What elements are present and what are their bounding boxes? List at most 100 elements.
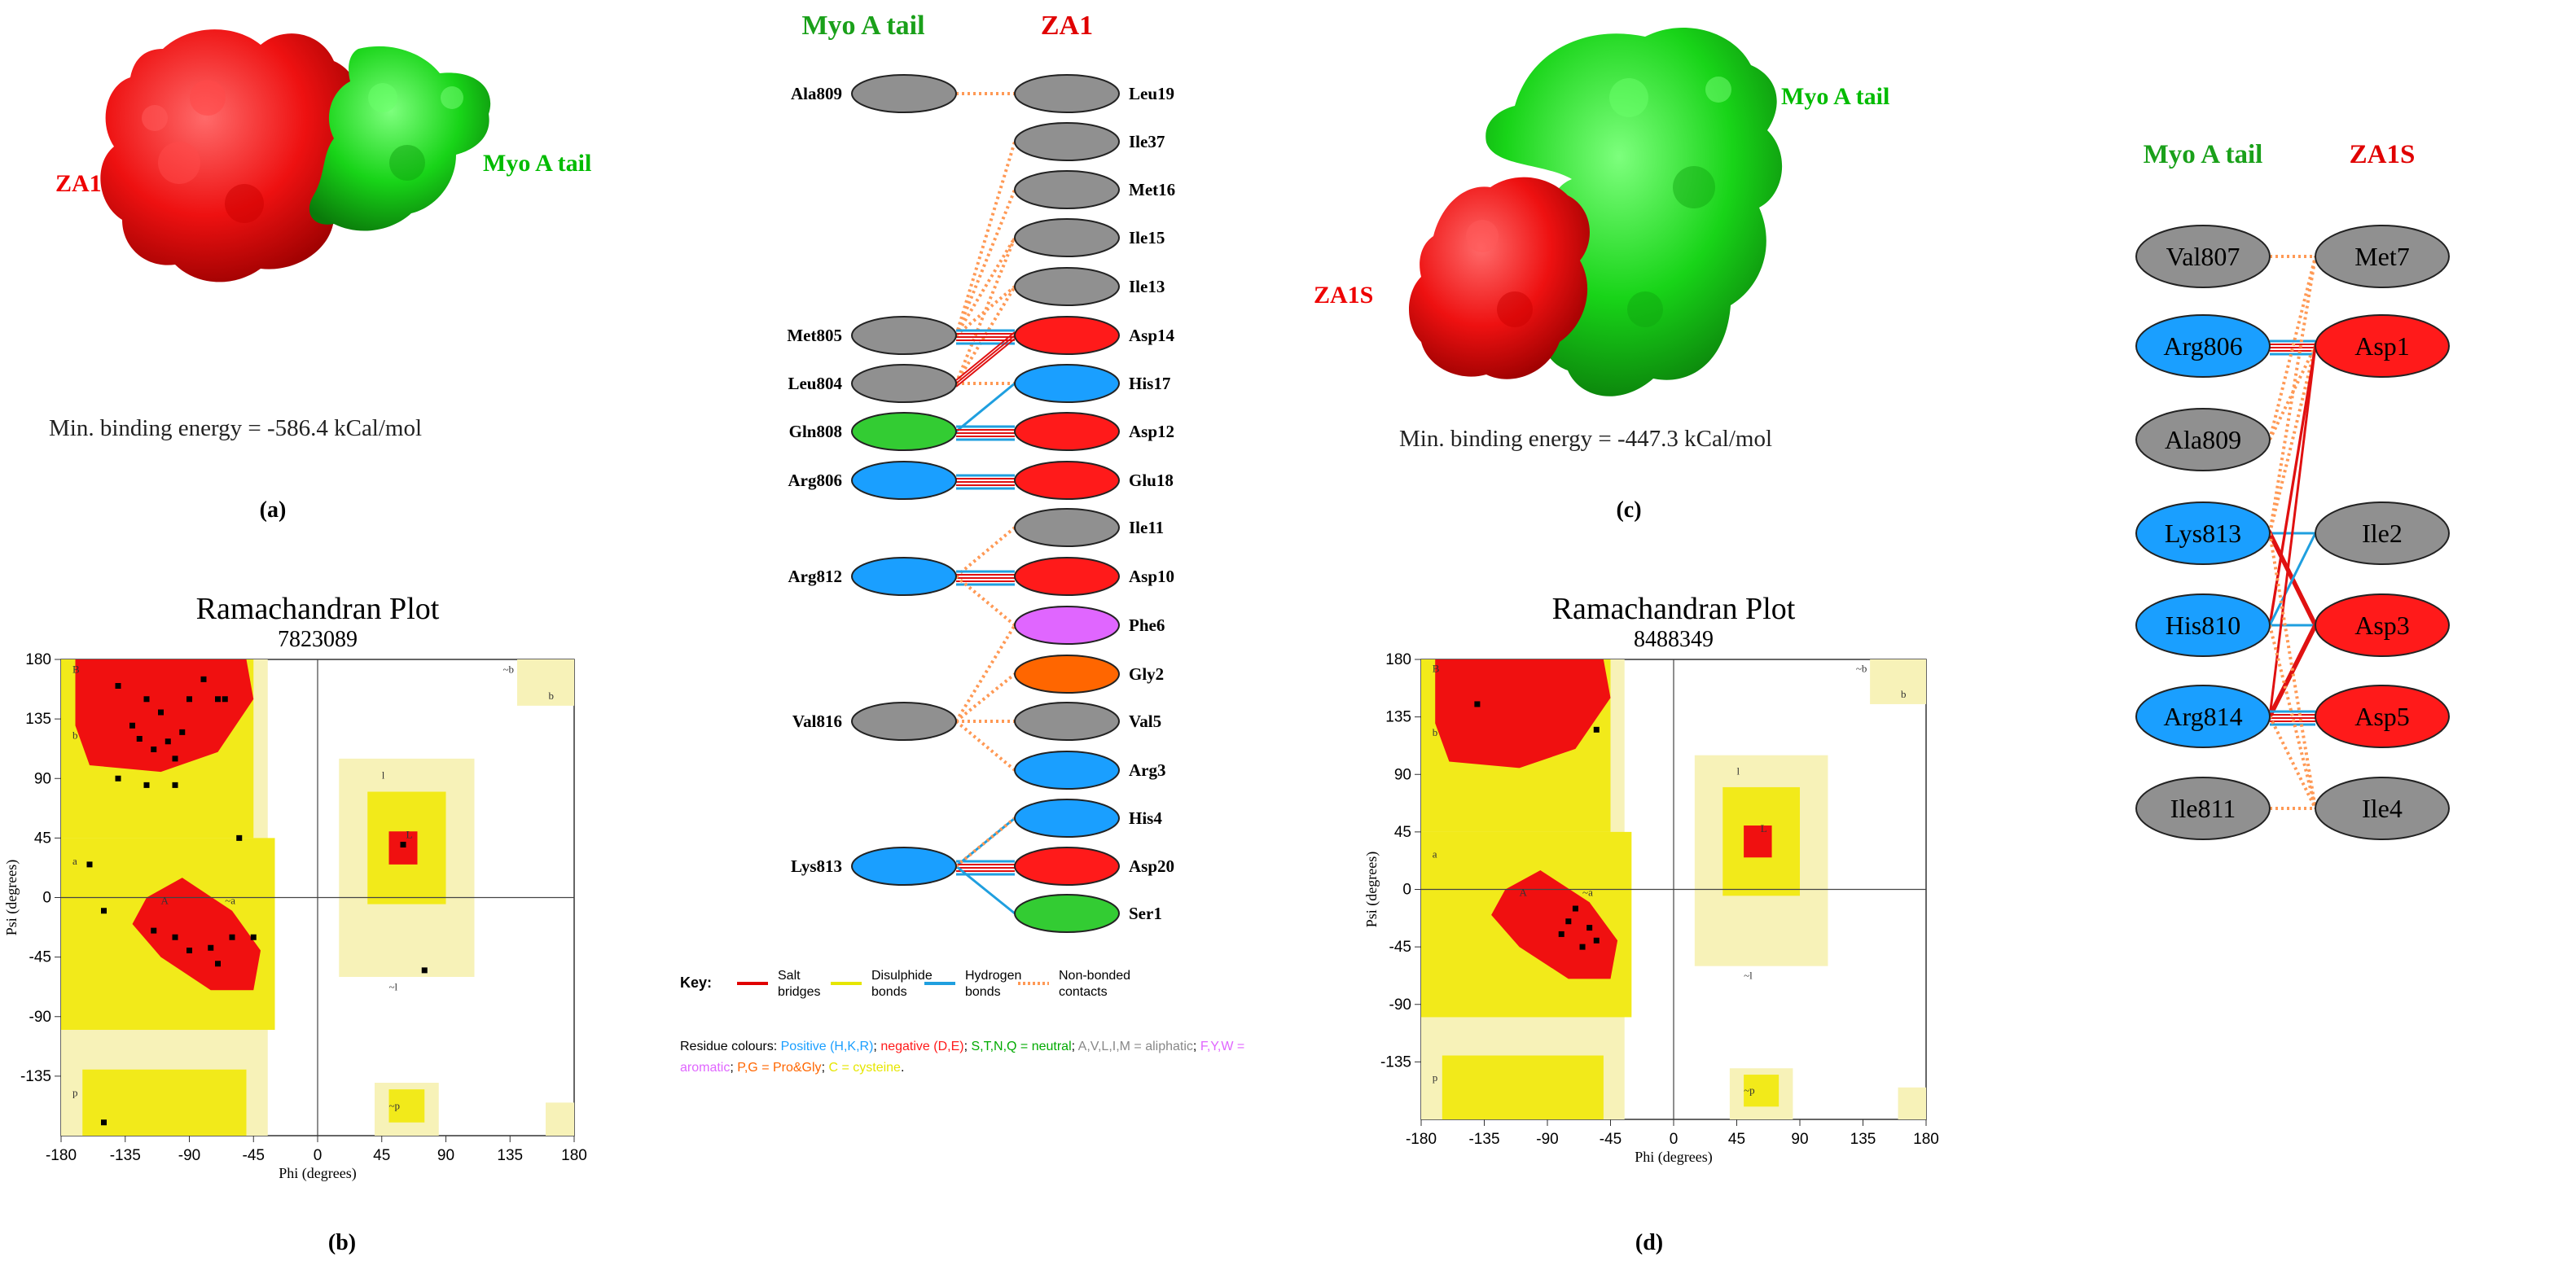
residue-right-label: Ser1 (1129, 904, 1162, 923)
rama-point (101, 908, 107, 914)
residue-left-label: Arg806 (2163, 331, 2242, 361)
residue-left-node (2135, 593, 2271, 657)
rama-xtick-label: -180 (1406, 1131, 1437, 1148)
non-bonded-contact (954, 624, 1016, 723)
residue-colour-segment: ; (873, 1040, 880, 1053)
rama-point (215, 961, 221, 967)
header-left: Myo A tail (801, 11, 924, 41)
rama-point (1572, 905, 1578, 912)
residue-colour-segment: S,T,N,Q = neutral (971, 1040, 1071, 1053)
residue-right-node (1014, 751, 1120, 790)
residue-colour-segment: C = cysteine (828, 1061, 901, 1075)
non-bonded-contact (954, 575, 1016, 627)
residue-right-label: Ile11 (1129, 518, 1164, 537)
label-za1s: ZA1S (1314, 282, 1373, 309)
non-bonded-contact (2268, 532, 2317, 809)
residue-colours-line1: Residue colours: Positive (H,K,R); negat… (680, 1040, 1244, 1053)
rama-region-label: a (1433, 847, 1437, 860)
residue-colour-segment: A,V,L,I,M = aliphatic (1078, 1040, 1193, 1053)
rama-point (187, 696, 192, 703)
residue-left-node (851, 557, 957, 596)
rama-region-generous (1870, 659, 1926, 704)
residue-right-node (1014, 316, 1120, 355)
residue-right-label: Asp12 (1129, 422, 1174, 441)
residue-right-node (1014, 364, 1120, 403)
residue-left-label: Leu804 (788, 374, 842, 393)
residue-left-label: Arg812 (788, 567, 843, 586)
non-bonded-contact (2268, 256, 2317, 534)
residue-colour-segment: ; (730, 1061, 737, 1075)
panel-label-a: (a) (260, 497, 287, 523)
rama-region-label: l (382, 769, 385, 781)
residue-colour-segment: ; (964, 1040, 972, 1053)
rama-region-label: A (161, 895, 169, 907)
residue-right-node (2315, 314, 2450, 378)
residue-left-node (851, 847, 957, 886)
salt-bridge (2269, 348, 2316, 629)
label-za1: ZA1 (55, 170, 102, 197)
residue-right-label: Ile37 (1129, 132, 1165, 151)
residue-colour-segment: aromatic (680, 1061, 730, 1075)
interaction-key: Key: Salt bridges Disulphide bonds Hydrogen b… (680, 969, 1244, 1075)
residue-left-label: Lys813 (2165, 519, 2241, 548)
residue-right-label: His4 (1129, 808, 1162, 828)
interaction-diagram-za1s: Myo A tail ZA1S Val807 Arg806 Ala809 Lys813 Hi… (2135, 140, 2450, 840)
rama-point (250, 934, 257, 940)
rama-point (208, 944, 214, 951)
residue-right-label: Asp5 (2354, 702, 2410, 731)
residue-right-label: Ile4 (2362, 794, 2403, 823)
residue-right-label: Glu18 (1129, 471, 1174, 490)
residue-left-node (2135, 408, 2271, 471)
rama-region-label: B (1433, 663, 1440, 675)
residue-colour-segment: ; (1193, 1040, 1200, 1053)
residue-right-node (1014, 655, 1120, 694)
rama-point (143, 696, 150, 703)
residue-right-node (1014, 122, 1120, 161)
rama-ytick-label: 0 (42, 890, 51, 907)
residue-colours-line2: aromatic; P,G = Pro&Gly; C = cysteine. (680, 1061, 904, 1075)
rama-xtick-label: 0 (1670, 1131, 1679, 1148)
residue-left-label: Val816 (792, 712, 842, 731)
rama-point (165, 738, 171, 745)
interaction-diagram-za1: Myo A tail ZA1 Ala809 Met805 Leu804 Gln808 Arg… (787, 11, 1175, 933)
rama-point (229, 934, 235, 940)
residue-colour-segment: negative (D,E) (880, 1040, 963, 1053)
rama-ylabel: Psi (degrees) (1363, 852, 1380, 927)
residue-right-label: Asp20 (1129, 856, 1174, 876)
key-title: Key: (680, 974, 712, 991)
rama-ytick-label: 90 (34, 770, 51, 787)
residue-left-label: Val807 (2166, 242, 2240, 271)
rama-point (151, 927, 157, 934)
panel-a: ZA1 Myo A tail Min. binding energy = -58… (49, 29, 591, 523)
rama-point (187, 948, 192, 953)
residue-right-node (1014, 218, 1120, 257)
bond-lines (2268, 255, 2317, 810)
rama-region-core (1491, 869, 1618, 979)
residue-right-label: Met16 (1129, 180, 1175, 199)
residue-right-node (2315, 685, 2450, 748)
binding-energy-a: Min. binding energy = -586.4 kCal/mol (49, 415, 422, 441)
residue-left-node (851, 364, 957, 403)
rama-ytick-label: 0 (1402, 882, 1411, 899)
rama-ytick-label: -135 (20, 1068, 51, 1085)
residue-left-label: Met805 (787, 326, 842, 345)
salt-bridge (2269, 621, 2316, 714)
key-label: contacts (1059, 985, 1108, 999)
residue-right-label: His17 (1129, 374, 1170, 393)
rama-ytick-label: 180 (1385, 651, 1411, 668)
residue-right-label: Ile15 (1129, 228, 1165, 247)
panel-label-c: (c) (1616, 497, 1641, 523)
rama-region-label: p (72, 1086, 78, 1098)
key-label: bonds (871, 985, 907, 999)
residue-left-node (2135, 314, 2271, 378)
rama-region-label: ~l (1744, 969, 1753, 981)
residue-left-node (851, 316, 957, 355)
hydrogen-bond (955, 382, 1016, 433)
rama-xtick-label: 45 (373, 1147, 390, 1164)
residue-right-label: Asp3 (2354, 611, 2410, 640)
rama-region-allowed (1442, 1055, 1604, 1119)
rama-point (1579, 944, 1586, 950)
